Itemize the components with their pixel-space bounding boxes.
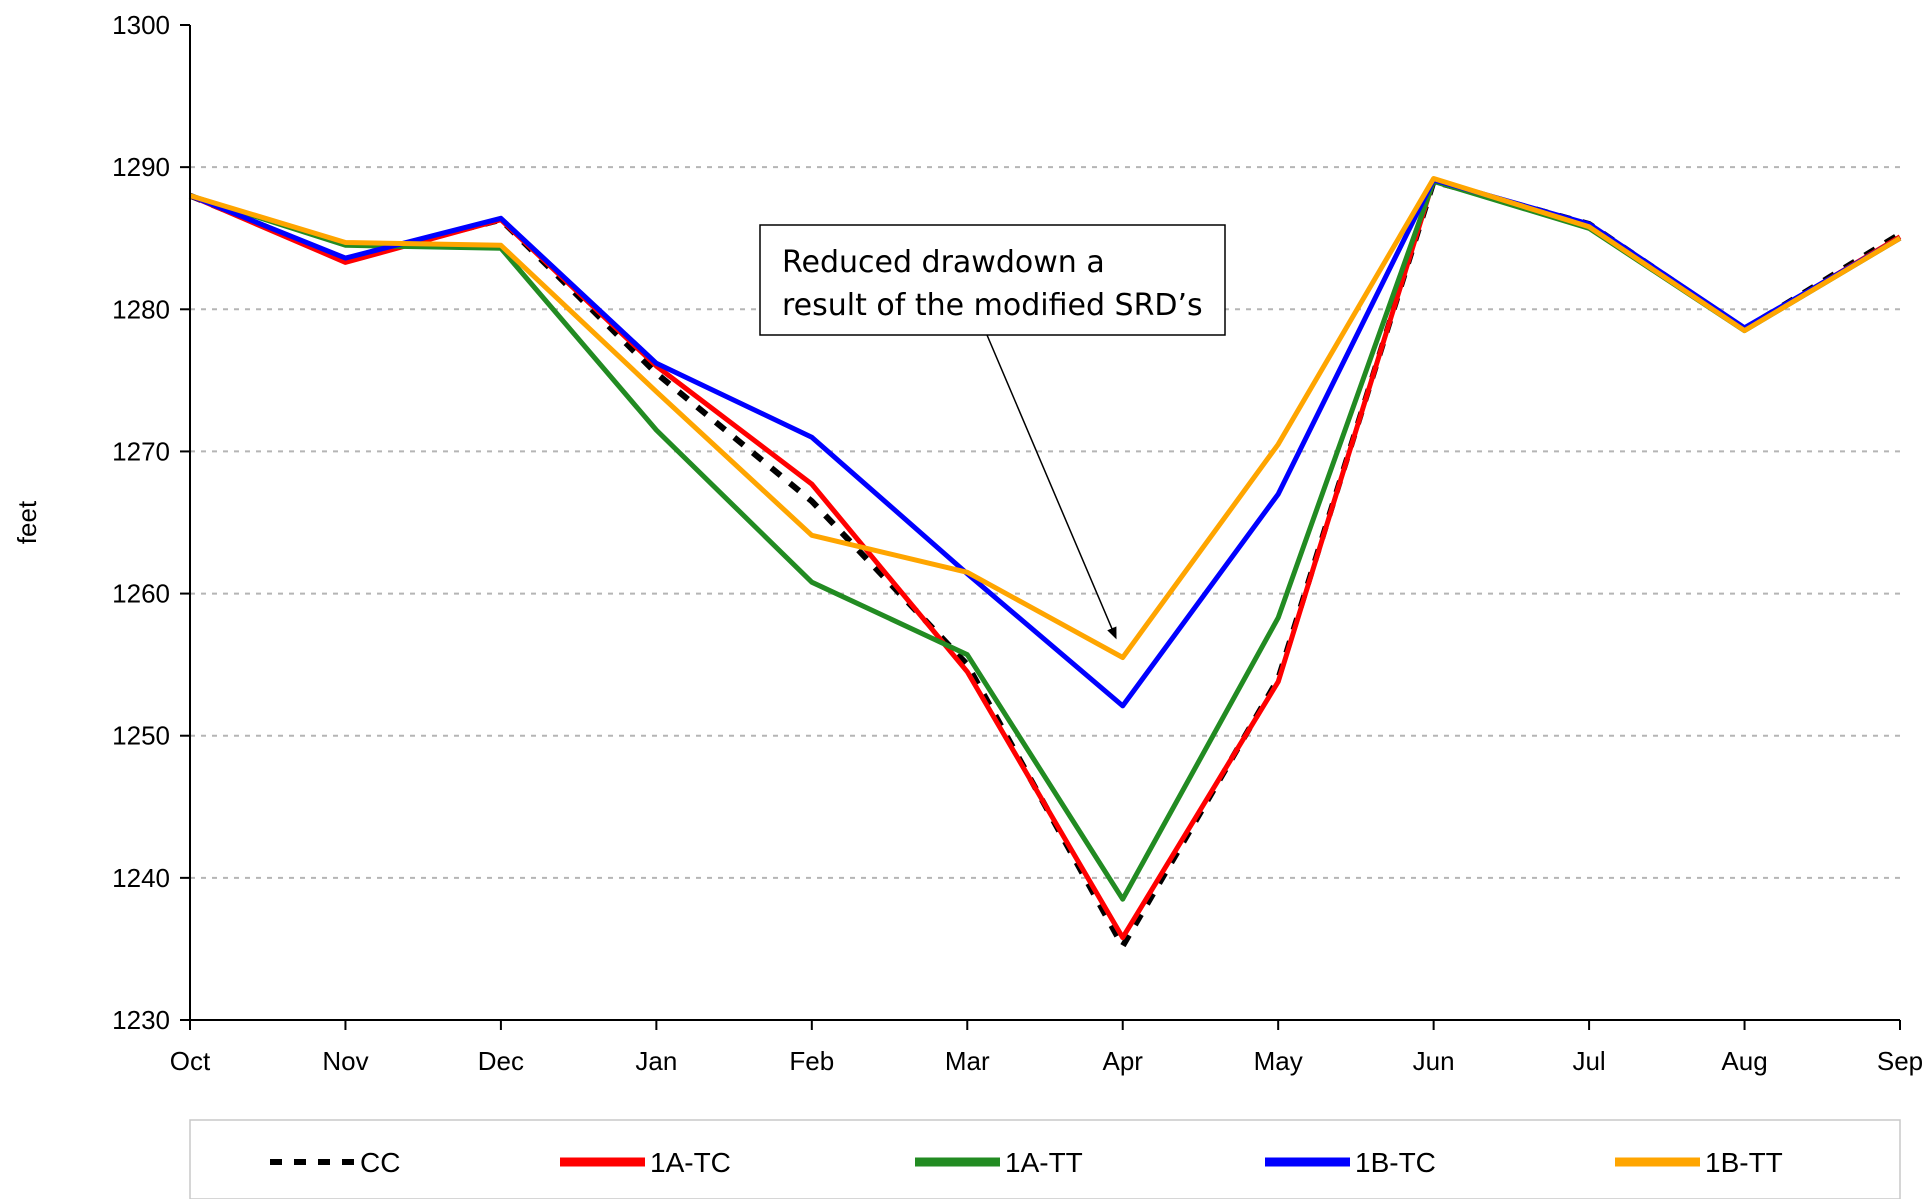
x-tick-label-mar: Mar — [945, 1046, 990, 1076]
x-tick-label-jul: Jul — [1572, 1046, 1605, 1076]
legend-label-cc: CC — [360, 1147, 400, 1178]
x-tick-label-aug: Aug — [1721, 1046, 1767, 1076]
annotation-line-1: Reduced drawdown a — [782, 245, 1105, 280]
x-tick-label-dec: Dec — [478, 1046, 524, 1076]
y-axis-ticks: 1230 1240 1250 1260 1270 1280 1290 1300 — [112, 10, 190, 1035]
x-tick-label-sep: Sep — [1877, 1046, 1923, 1076]
annotation-arrow — [986, 334, 1117, 640]
annotation: Reduced drawdown a result of the modified… — [759, 224, 1226, 640]
series-1b-tt-line — [189, 176, 1902, 660]
x-tick-label-nov: Nov — [322, 1046, 368, 1076]
y-axis-title: feet — [12, 500, 42, 544]
series-lines — [188, 176, 1902, 953]
legend-label-1a-tt: 1A-TT — [1005, 1147, 1083, 1178]
legend-label-1b-tt: 1B-TT — [1705, 1147, 1783, 1178]
legend-label-1a-tc: 1A-TC — [650, 1147, 731, 1178]
y-tick-label-1280: 1280 — [112, 294, 170, 324]
y-tick-label-1250: 1250 — [112, 721, 170, 751]
y-tick-label-1300: 1300 — [112, 10, 170, 40]
x-tick-label-may: May — [1254, 1046, 1303, 1076]
x-tick-label-apr: Apr — [1102, 1046, 1143, 1076]
y-tick-label-1240: 1240 — [112, 863, 170, 893]
y-tick-label-1260: 1260 — [112, 579, 170, 609]
y-tick-label-1270: 1270 — [112, 436, 170, 466]
annotation-line-2: result of the modified SRD’s — [782, 288, 1203, 323]
x-axis-ticks: Oct Nov Dec Jan Feb Mar Apr May Jun Jul Aug Sep — [170, 1020, 1923, 1076]
x-tick-label-jan: Jan — [635, 1046, 677, 1076]
x-tick-label-jun: Jun — [1413, 1046, 1455, 1076]
x-tick-label-feb: Feb — [789, 1046, 834, 1076]
legend: CC 1A-TC 1A-TT 1B-TC 1B-TT — [189, 1119, 1901, 1199]
y-tick-label-1230: 1230 — [112, 1005, 170, 1035]
legend-label-1b-tc: 1B-TC — [1355, 1147, 1436, 1178]
y-tick-label-1290: 1290 — [112, 152, 170, 182]
x-tick-label-oct: Oct — [170, 1046, 211, 1076]
axes — [189, 25, 1900, 1021]
annotation-box — [759, 224, 1226, 336]
